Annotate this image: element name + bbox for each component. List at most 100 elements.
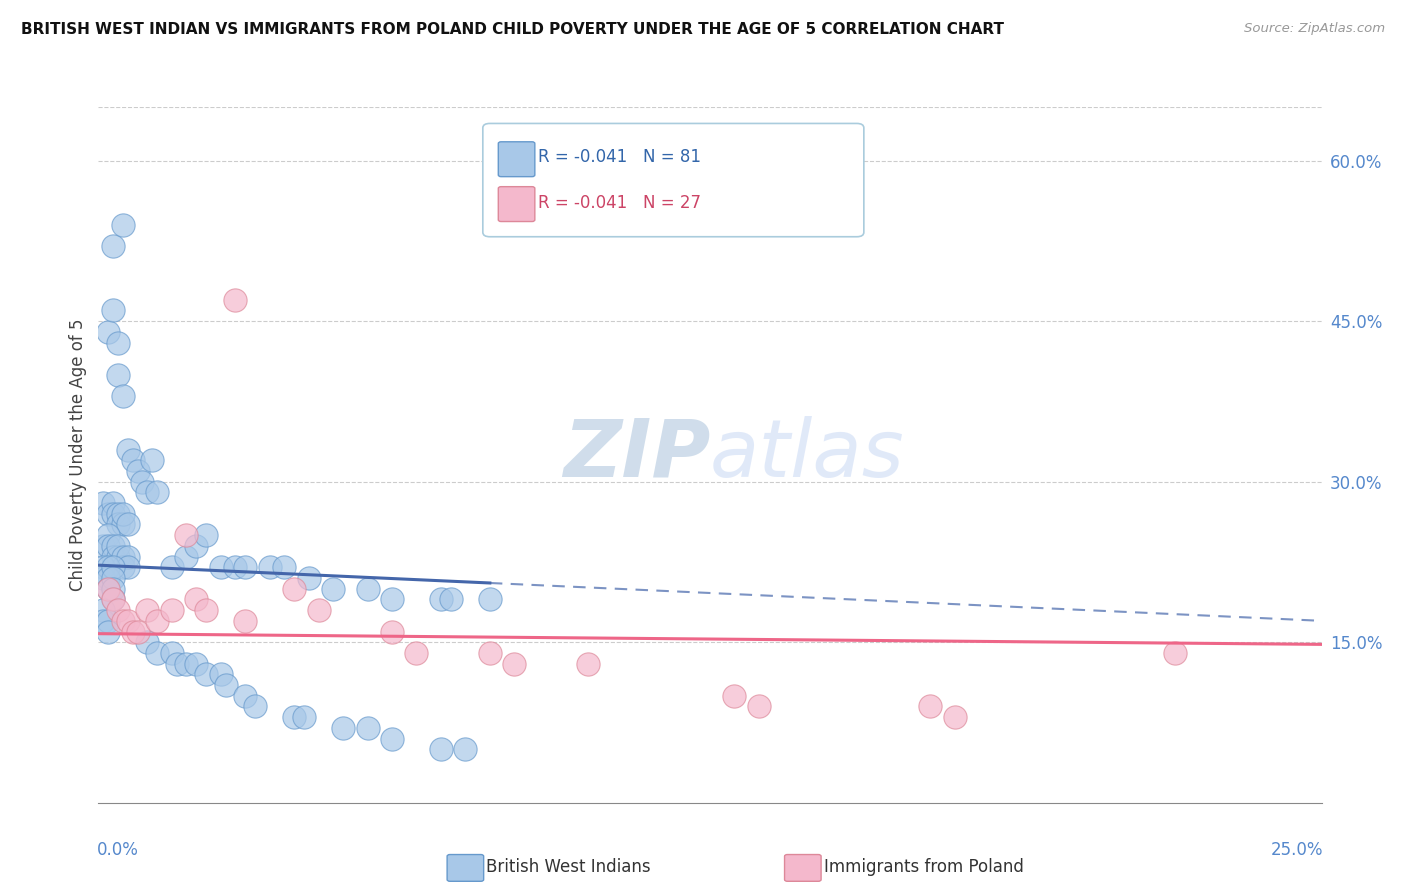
Point bbox=[283, 582, 305, 596]
Point bbox=[101, 592, 124, 607]
Point bbox=[332, 721, 354, 735]
Text: 25.0%: 25.0% bbox=[1271, 841, 1323, 859]
Point bbox=[111, 218, 134, 232]
Point bbox=[920, 699, 942, 714]
Point bbox=[101, 560, 124, 574]
Point bbox=[107, 539, 129, 553]
Text: R = -0.041   N = 27: R = -0.041 N = 27 bbox=[537, 194, 700, 212]
Point bbox=[308, 603, 330, 617]
Point bbox=[748, 699, 770, 714]
Point bbox=[97, 582, 120, 596]
Point bbox=[101, 592, 124, 607]
Point bbox=[121, 453, 143, 467]
Point bbox=[101, 496, 124, 510]
Point bbox=[111, 560, 134, 574]
Text: 0.0%: 0.0% bbox=[97, 841, 139, 859]
Point bbox=[91, 539, 114, 553]
Text: R = -0.041   N = 81: R = -0.041 N = 81 bbox=[537, 148, 700, 166]
Point bbox=[576, 657, 599, 671]
Text: atlas: atlas bbox=[710, 416, 905, 494]
Point bbox=[430, 592, 453, 607]
Point bbox=[136, 603, 159, 617]
Point bbox=[195, 667, 218, 681]
Point bbox=[356, 582, 378, 596]
Point bbox=[117, 517, 139, 532]
Point bbox=[186, 592, 208, 607]
Point bbox=[107, 507, 129, 521]
Point bbox=[176, 528, 198, 542]
Point bbox=[136, 485, 159, 500]
Point bbox=[243, 699, 266, 714]
Text: Source: ZipAtlas.com: Source: ZipAtlas.com bbox=[1244, 22, 1385, 36]
Point bbox=[160, 603, 183, 617]
Point bbox=[97, 614, 120, 628]
Point bbox=[381, 731, 404, 746]
Point bbox=[127, 624, 149, 639]
Point bbox=[381, 592, 404, 607]
Point bbox=[91, 496, 114, 510]
Point bbox=[430, 742, 453, 756]
Point bbox=[101, 539, 124, 553]
Point bbox=[209, 667, 232, 681]
Point bbox=[146, 485, 169, 500]
Text: Immigrants from Poland: Immigrants from Poland bbox=[824, 858, 1024, 876]
Point bbox=[97, 560, 120, 574]
Point bbox=[101, 239, 124, 253]
Point bbox=[233, 560, 256, 574]
Point bbox=[97, 539, 120, 553]
Point bbox=[405, 646, 427, 660]
Point bbox=[107, 335, 129, 350]
Y-axis label: Child Poverty Under the Age of 5: Child Poverty Under the Age of 5 bbox=[69, 318, 87, 591]
Point bbox=[97, 571, 120, 585]
Point bbox=[176, 657, 198, 671]
Point bbox=[131, 475, 153, 489]
Point bbox=[117, 614, 139, 628]
Text: BRITISH WEST INDIAN VS IMMIGRANTS FROM POLAND CHILD POVERTY UNDER THE AGE OF 5 C: BRITISH WEST INDIAN VS IMMIGRANTS FROM P… bbox=[21, 22, 1004, 37]
Point bbox=[111, 549, 134, 564]
Point bbox=[723, 689, 745, 703]
Point bbox=[117, 549, 139, 564]
Point bbox=[107, 549, 129, 564]
Point bbox=[91, 603, 114, 617]
Point bbox=[91, 571, 114, 585]
Point bbox=[111, 389, 134, 403]
Point bbox=[440, 592, 463, 607]
Point bbox=[224, 293, 246, 307]
Point bbox=[292, 710, 315, 724]
Point bbox=[195, 603, 218, 617]
Point bbox=[117, 560, 139, 574]
Point bbox=[111, 507, 134, 521]
Point bbox=[166, 657, 188, 671]
Point bbox=[186, 539, 208, 553]
Point bbox=[381, 624, 404, 639]
Point bbox=[1164, 646, 1187, 660]
Point bbox=[97, 325, 120, 339]
Point bbox=[121, 624, 143, 639]
Point bbox=[943, 710, 966, 724]
Point bbox=[259, 560, 281, 574]
Point bbox=[91, 614, 114, 628]
Point bbox=[503, 657, 526, 671]
Point bbox=[111, 614, 134, 628]
Point bbox=[97, 528, 120, 542]
Point bbox=[107, 368, 129, 382]
Point bbox=[101, 582, 124, 596]
Point bbox=[136, 635, 159, 649]
Point bbox=[195, 528, 218, 542]
Point bbox=[117, 442, 139, 457]
Point bbox=[107, 603, 129, 617]
Point bbox=[97, 582, 120, 596]
Point bbox=[111, 517, 134, 532]
Point bbox=[127, 464, 149, 478]
Point bbox=[97, 507, 120, 521]
Point bbox=[186, 657, 208, 671]
Point bbox=[91, 560, 114, 574]
Point bbox=[101, 549, 124, 564]
Point bbox=[141, 453, 163, 467]
Point bbox=[107, 517, 129, 532]
Point bbox=[454, 742, 477, 756]
Point bbox=[356, 721, 378, 735]
Point bbox=[283, 710, 305, 724]
Point bbox=[273, 560, 295, 574]
Point bbox=[209, 560, 232, 574]
